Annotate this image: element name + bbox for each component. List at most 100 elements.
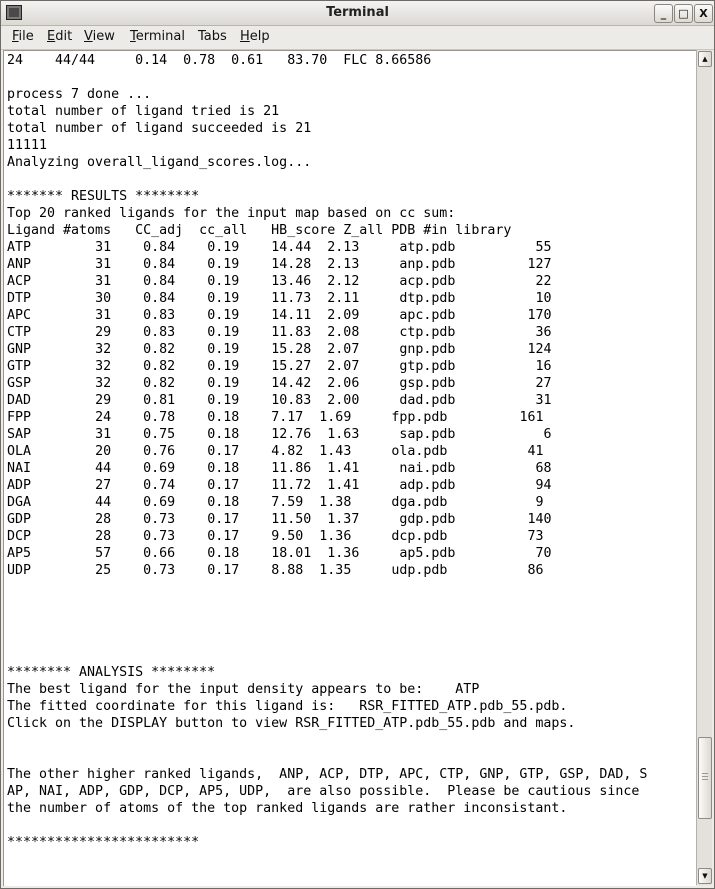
cell-library-index: 55 [535, 240, 552, 255]
cell-cc-all: 0.18 [207, 495, 240, 510]
cell-library-index: 41 [527, 444, 544, 459]
output-line: ******** ANALYSIS ******** [7, 665, 216, 680]
grip-line [702, 776, 708, 778]
menu-view[interactable]: View [84, 29, 115, 44]
cell-pdb-file: ap5.pdb [399, 546, 456, 561]
cell-cc-all: 0.19 [207, 240, 240, 255]
table-row: CTP 29 0.83 0.19 11.83 2.08 ctp.pdb 36 [7, 324, 696, 341]
scroll-up-arrow-icon[interactable]: ▲ [698, 51, 712, 67]
cell-ligand: AP5 [7, 546, 32, 561]
cell-atoms: 30 [95, 291, 112, 306]
cell-ligand: DGA [7, 495, 32, 510]
table-row: AP5 57 0.66 0.18 18.01 1.36 ap5.pdb 70 [7, 545, 696, 562]
cell-cc-all: 0.17 [207, 563, 240, 578]
cell-z-all: 2.06 [327, 376, 360, 391]
cell-hb-score: 9.50 [271, 529, 304, 544]
menu-terminal[interactable]: Terminal [130, 29, 185, 44]
cell-atoms: 29 [95, 325, 112, 340]
cell-atoms: 57 [95, 546, 112, 561]
cell-z-all: 1.36 [327, 546, 360, 561]
output-line [7, 613, 696, 630]
menu-edit[interactable]: Edit [47, 29, 73, 44]
cell-ligand: DCP [7, 529, 32, 544]
cell-atoms: 29 [95, 393, 112, 408]
minimize-button[interactable]: _ [654, 4, 673, 23]
grip-line [702, 773, 708, 775]
cell-hb-score: 14.42 [271, 376, 312, 391]
cell-ligand: DAD [7, 393, 32, 408]
maximize-button[interactable]: □ [674, 4, 693, 23]
output-line: the number of atoms of the top ranked li… [7, 801, 568, 816]
cell-atoms: 28 [95, 512, 112, 527]
cell-pdb-file: nai.pdb [399, 461, 456, 476]
cell-cc-adj: 0.69 [143, 461, 176, 476]
output-line: total number of ligand tried is 21 [7, 104, 280, 119]
cell-pdb-file: udp.pdb [391, 563, 448, 578]
cell-atoms: 31 [95, 274, 112, 289]
cell-ligand: GNP [7, 342, 32, 357]
cell-pdb-file: anp.pdb [399, 257, 456, 272]
menu-help[interactable]: Help [240, 29, 270, 44]
cell-cc-adj: 0.78 [143, 410, 176, 425]
terminal-output[interactable]: 24 44/44 0.14 0.78 0.61 83.70 FLC 8.6658… [3, 50, 696, 886]
output-line: Click on the DISPLAY button to view RSR_… [7, 716, 576, 731]
cell-library-index: 70 [535, 546, 552, 561]
scrollbar-thumb[interactable] [698, 737, 712, 820]
table-row: ATP 31 0.84 0.19 14.44 2.13 atp.pdb 55 [7, 239, 696, 256]
cell-z-all: 1.41 [327, 461, 360, 476]
cell-z-all: 2.07 [327, 359, 360, 374]
cell-ligand: GDP [7, 512, 32, 527]
cell-library-index: 86 [527, 563, 544, 578]
cell-atoms: 24 [95, 410, 112, 425]
output-line: ************************ [7, 835, 200, 850]
cell-cc-all: 0.19 [207, 274, 240, 289]
cell-hb-score: 11.50 [271, 512, 312, 527]
table-row: GTP 32 0.82 0.19 15.27 2.07 gtp.pdb 16 [7, 358, 696, 375]
output-line: Analyzing overall_ligand_scores.log... [7, 155, 312, 170]
cell-library-index: 36 [535, 325, 552, 340]
cell-cc-adj: 0.83 [143, 325, 176, 340]
title-bar[interactable]: Terminal _ □ X [1, 1, 714, 26]
cell-hb-score: 14.28 [271, 257, 312, 272]
terminal-app-icon[interactable] [6, 5, 22, 20]
cell-atoms: 28 [95, 529, 112, 544]
scroll-down-arrow-icon[interactable]: ▼ [698, 868, 712, 884]
cell-cc-adj: 0.81 [143, 393, 176, 408]
menu-tabs[interactable]: Tabs [198, 29, 227, 44]
cell-library-index: 22 [535, 274, 552, 289]
cell-z-all: 2.00 [327, 393, 360, 408]
cell-z-all: 2.08 [327, 325, 360, 340]
cell-hb-score: 11.73 [271, 291, 312, 306]
cell-pdb-file: acp.pdb [399, 274, 456, 289]
close-button[interactable]: X [694, 4, 713, 23]
cell-library-index: 9 [535, 495, 544, 510]
table-row: DGA 44 0.69 0.18 7.59 1.38 dga.pdb 9 [7, 494, 696, 511]
output-line: ******* RESULTS ******** [7, 189, 200, 204]
output-line: The best ligand for the input density ap… [7, 682, 480, 697]
cell-atoms: 32 [95, 359, 112, 374]
cell-library-index: 31 [535, 393, 552, 408]
output-line: The fitted coordinate for this ligand is… [7, 699, 568, 714]
cell-library-index: 140 [527, 512, 552, 527]
vertical-scrollbar[interactable]: ▲ ▼ [696, 50, 712, 885]
cell-cc-adj: 0.66 [143, 546, 176, 561]
cell-ligand: CTP [7, 325, 32, 340]
table-row: GDP 28 0.73 0.17 11.50 1.37 gdp.pdb 140 [7, 511, 696, 528]
cell-library-index: 127 [527, 257, 552, 272]
cell-library-index: 68 [535, 461, 552, 476]
window-title: Terminal [326, 5, 389, 20]
cell-z-all: 1.43 [319, 444, 352, 459]
cell-cc-adj: 0.76 [143, 444, 176, 459]
cell-pdb-file: dga.pdb [391, 495, 448, 510]
cell-cc-adj: 0.84 [143, 274, 176, 289]
menu-file[interactable]: File [12, 29, 34, 44]
cell-pdb-file: ola.pdb [391, 444, 448, 459]
cell-library-index: 124 [527, 342, 552, 357]
output-line: The other higher ranked ligands, ANP, AC… [7, 767, 648, 782]
cell-ligand: ANP [7, 257, 32, 272]
cell-ligand: ACP [7, 274, 32, 289]
cell-cc-all: 0.17 [207, 478, 240, 493]
cell-cc-adj: 0.82 [143, 342, 176, 357]
cell-atoms: 32 [95, 376, 112, 391]
cell-z-all: 1.36 [319, 529, 352, 544]
